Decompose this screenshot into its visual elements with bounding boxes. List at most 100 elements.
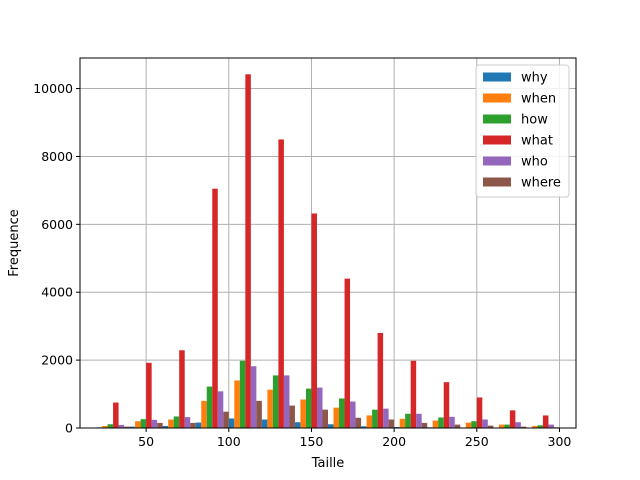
x-tick-label: 200 bbox=[382, 434, 406, 449]
bar-what bbox=[476, 397, 483, 428]
bar-what bbox=[344, 278, 351, 428]
y-axis-label: Frequence bbox=[7, 209, 22, 276]
bar-what bbox=[278, 139, 284, 428]
bar-when bbox=[498, 424, 505, 428]
bar-what bbox=[179, 350, 185, 428]
bar-what bbox=[542, 415, 549, 428]
x-tick-label: 150 bbox=[300, 434, 324, 449]
bars bbox=[96, 74, 560, 428]
bar-who bbox=[118, 424, 125, 428]
bar-who bbox=[548, 424, 554, 428]
bar-why bbox=[394, 426, 400, 428]
bar-how bbox=[305, 388, 312, 428]
x-axis-ticks: 50 100 150 200 250 300 bbox=[138, 428, 571, 449]
bar-who bbox=[316, 387, 323, 428]
bar-how bbox=[107, 424, 114, 428]
legend-swatch-when bbox=[483, 93, 511, 103]
bar-how bbox=[239, 360, 246, 428]
bar-how bbox=[372, 409, 378, 428]
bar-why bbox=[361, 426, 367, 428]
legend-label-who: who bbox=[521, 155, 548, 170]
bar-when bbox=[234, 380, 240, 428]
x-axis-label: Taille bbox=[311, 456, 345, 471]
plot-frame bbox=[79, 57, 577, 429]
bar-who bbox=[217, 391, 224, 428]
bar-how bbox=[173, 416, 180, 428]
bar-how bbox=[272, 375, 279, 428]
bar-where bbox=[190, 422, 196, 428]
bar-when bbox=[465, 422, 472, 428]
bar-why bbox=[195, 422, 202, 428]
bar-who bbox=[151, 419, 158, 428]
bar-who bbox=[482, 419, 488, 428]
bar-who bbox=[515, 422, 521, 428]
bar-why bbox=[328, 424, 334, 428]
legend-swatch-why bbox=[483, 72, 511, 82]
bar-where bbox=[487, 425, 494, 428]
bar-when bbox=[168, 419, 174, 428]
bar-where bbox=[124, 426, 130, 428]
x-tick-label: 100 bbox=[217, 434, 241, 449]
legend-swatch-who bbox=[483, 156, 511, 166]
bar-where bbox=[256, 400, 262, 428]
bar-who bbox=[449, 416, 455, 428]
bar-what bbox=[377, 332, 384, 428]
x-tick-label: 300 bbox=[548, 434, 572, 449]
y-tick-label: 8000 bbox=[41, 149, 73, 164]
bar-when bbox=[267, 389, 273, 428]
y-tick-label: 10000 bbox=[33, 81, 73, 96]
x-tick-label: 50 bbox=[138, 434, 154, 449]
bar-when bbox=[399, 418, 406, 428]
bar-when bbox=[300, 399, 306, 428]
legend-label-how: how bbox=[521, 113, 548, 128]
bar-where bbox=[322, 409, 328, 428]
bar-what bbox=[410, 360, 417, 428]
bar-when bbox=[135, 421, 141, 428]
bar-why bbox=[129, 426, 136, 428]
bar-what bbox=[245, 74, 251, 428]
bar-when bbox=[432, 420, 439, 428]
bar-who bbox=[416, 413, 422, 428]
bar-what bbox=[113, 402, 119, 428]
bar-when bbox=[531, 425, 538, 428]
y-axis-ticks: 0 2000 4000 6000 8000 10000 bbox=[33, 81, 80, 436]
bar-why bbox=[294, 422, 301, 428]
bar-why bbox=[162, 425, 169, 428]
bar-when bbox=[366, 415, 373, 428]
y-tick-label: 0 bbox=[65, 421, 73, 436]
legend-label-when: when bbox=[521, 92, 556, 107]
bar-when bbox=[201, 400, 207, 428]
legend-label-what: what bbox=[521, 134, 553, 149]
bar-how bbox=[504, 424, 510, 428]
bar-how bbox=[339, 398, 345, 428]
bar-when bbox=[102, 425, 108, 428]
bar-where bbox=[157, 422, 163, 428]
bar-who bbox=[184, 417, 191, 428]
bar-what bbox=[443, 382, 450, 428]
bar-where bbox=[454, 424, 461, 428]
bar-how bbox=[471, 421, 477, 428]
bar-why bbox=[228, 418, 235, 428]
legend-label-where: where bbox=[521, 176, 561, 191]
legend-swatch-where bbox=[483, 177, 511, 187]
legend-label-why: why bbox=[521, 71, 548, 86]
bar-how bbox=[206, 386, 213, 428]
bar-where bbox=[388, 419, 395, 428]
bar-where bbox=[289, 405, 295, 428]
y-tick-label: 2000 bbox=[41, 353, 73, 368]
bar-where bbox=[223, 411, 229, 428]
bar-where bbox=[355, 417, 362, 428]
bar-what bbox=[212, 188, 218, 428]
bar-what bbox=[509, 410, 516, 428]
bar-where bbox=[520, 426, 527, 428]
bar-who bbox=[283, 375, 290, 428]
bar-why bbox=[261, 419, 268, 428]
legend: why when how what who where bbox=[475, 64, 570, 198]
y-tick-label: 6000 bbox=[41, 217, 73, 232]
bar-what bbox=[311, 213, 317, 428]
bar-where bbox=[421, 422, 428, 428]
y-tick-label: 4000 bbox=[41, 285, 73, 300]
bar-who bbox=[383, 408, 389, 428]
bar-how bbox=[405, 413, 411, 428]
